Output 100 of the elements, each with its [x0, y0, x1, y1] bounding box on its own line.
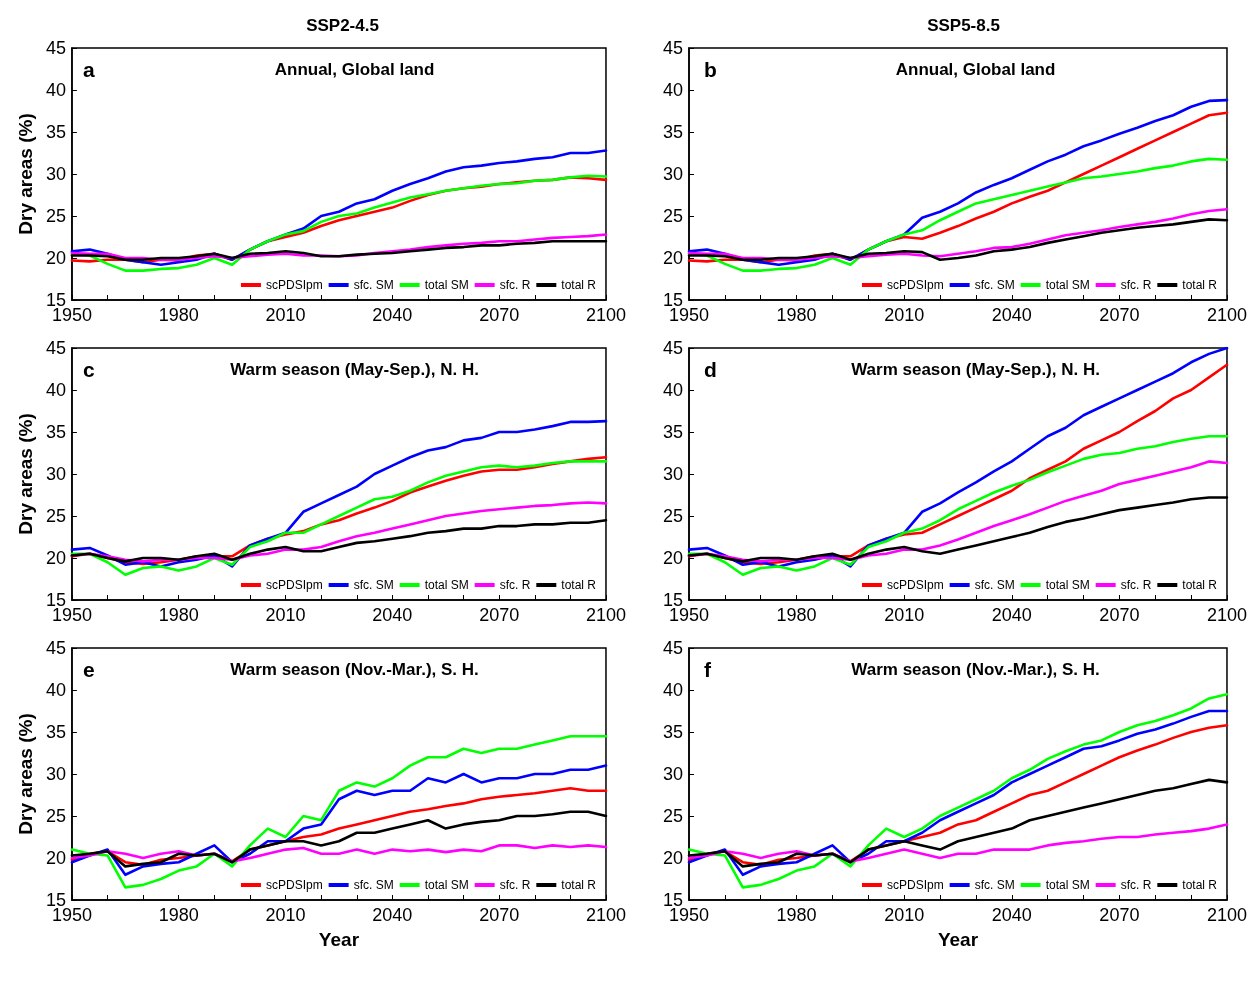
x-tick-label: 1950	[51, 305, 92, 325]
y-tick-label: 20	[662, 248, 683, 268]
y-tick-label: 40	[45, 680, 66, 700]
y-tick-label: 35	[45, 122, 66, 142]
x-tick-label: 1950	[51, 605, 92, 625]
legend-label: sfc. R	[1120, 578, 1152, 592]
y-tick-label: 35	[45, 722, 66, 742]
legend-label: total R	[561, 878, 597, 892]
x-tick-label: 1980	[776, 605, 817, 625]
y-tick-label: 45	[662, 38, 683, 58]
y-tick-label: 30	[45, 764, 66, 784]
legend-label: sfc. SM	[974, 278, 1015, 292]
text: Warm season (Nov.-Mar.), S. H.	[230, 660, 479, 679]
y-tick-label: 20	[662, 548, 683, 568]
legend-label: sfc. R	[1120, 278, 1152, 292]
y-tick-label: 20	[45, 248, 66, 268]
x-tick-label: 2010	[265, 605, 306, 625]
x-tick-label: 2070	[479, 905, 520, 925]
y-tick-label: 45	[45, 38, 66, 58]
y-axis-title: Dry areas (%)	[15, 713, 36, 835]
x-tick-label: 2100	[585, 905, 626, 925]
y-tick-label: 25	[45, 806, 66, 826]
y-tick-label: 20	[45, 548, 66, 568]
legend-label: total R	[1182, 278, 1218, 292]
annotation: c	[83, 358, 95, 381]
legend-label: total SM	[424, 278, 469, 292]
y-tick-label: 40	[45, 80, 66, 100]
x-tick-label: 2070	[479, 305, 520, 325]
x-tick-label: 1980	[158, 305, 199, 325]
x-tick-label: 2100	[1206, 305, 1247, 325]
y-tick-label: 30	[662, 464, 683, 484]
text: Warm season (May-Sep.), N. H.	[230, 360, 479, 379]
y-tick-label: 35	[662, 422, 683, 442]
x-tick-label: 2040	[372, 905, 413, 925]
x-tick-label: 2010	[884, 305, 925, 325]
x-tick-label: 2040	[991, 305, 1032, 325]
x-tick-label: 2040	[372, 305, 413, 325]
y-tick-label: 25	[662, 806, 683, 826]
annotation: f	[704, 658, 712, 681]
annotation: e	[83, 658, 95, 681]
x-tick-label: 2070	[1099, 905, 1140, 925]
y-tick-label: 45	[662, 638, 683, 658]
legend-label: sfc. SM	[353, 278, 394, 292]
x-tick-label: 2070	[479, 605, 520, 625]
legend-label: total R	[1182, 878, 1218, 892]
legend-label: total SM	[1045, 278, 1090, 292]
x-tick-label: 2100	[585, 305, 626, 325]
legend-label: sfc. R	[1120, 878, 1152, 892]
x-tick-label: 2010	[884, 905, 925, 925]
x-tick-label: 1980	[776, 905, 817, 925]
y-tick-label: 30	[45, 164, 66, 184]
x-tick-label: 2040	[372, 605, 413, 625]
y-tick-label: 30	[662, 764, 683, 784]
y-tick-label: 45	[45, 338, 66, 358]
legend-label: sfc. SM	[353, 578, 394, 592]
text: Annual, Global land	[274, 60, 435, 79]
x-tick-label: 1980	[158, 905, 199, 925]
legend-label: sfc. R	[499, 278, 531, 292]
y-tick-label: 20	[45, 848, 66, 868]
legend-label: total SM	[424, 578, 469, 592]
x-tick-label: 1950	[51, 905, 92, 925]
x-tick-label: 2010	[884, 605, 925, 625]
legend-label: total SM	[1045, 878, 1090, 892]
legend-label: scPDSIpm	[265, 578, 323, 592]
legend-label: total R	[1182, 578, 1218, 592]
x-tick-label: 2100	[1206, 605, 1247, 625]
legend-label: sfc. SM	[974, 878, 1015, 892]
legend-label: sfc. SM	[974, 578, 1015, 592]
x-tick-label: 2040	[991, 605, 1032, 625]
y-tick-label: 25	[45, 506, 66, 526]
y-axis-title: Dry areas (%)	[15, 113, 36, 235]
legend-label: scPDSIpm	[265, 278, 323, 292]
x-tick-label: 2040	[991, 905, 1032, 925]
x-tick-label: 2010	[265, 905, 306, 925]
annotation: a	[83, 58, 95, 81]
legend-label: total SM	[1045, 578, 1090, 592]
x-tick-label: 2100	[1206, 905, 1247, 925]
annotation: b	[704, 58, 717, 81]
y-tick-label: 25	[45, 206, 66, 226]
x-tick-label: 2010	[265, 305, 306, 325]
x-tick-label: 2070	[1099, 305, 1140, 325]
x-tick-label: 2070	[1099, 605, 1140, 625]
y-tick-label: 35	[662, 722, 683, 742]
chart-title: SSP5-8.5	[927, 16, 1000, 35]
y-tick-label: 40	[45, 380, 66, 400]
x-axis-title: Year	[318, 929, 360, 950]
y-tick-label: 35	[662, 122, 683, 142]
legend-label: total R	[561, 578, 597, 592]
y-axis-title: Dry areas (%)	[15, 413, 36, 535]
y-tick-label: 20	[662, 848, 683, 868]
legend-label: sfc. SM	[353, 878, 394, 892]
y-tick-label: 40	[662, 380, 683, 400]
y-tick-label: 25	[662, 206, 683, 226]
y-tick-label: 45	[662, 338, 683, 358]
x-tick-label: 2100	[585, 605, 626, 625]
x-axis-title: Year	[937, 929, 979, 950]
legend-label: scPDSIpm	[886, 578, 944, 592]
legend-label: scPDSIpm	[886, 878, 944, 892]
x-tick-label: 1950	[668, 905, 710, 925]
y-tick-label: 30	[662, 164, 683, 184]
